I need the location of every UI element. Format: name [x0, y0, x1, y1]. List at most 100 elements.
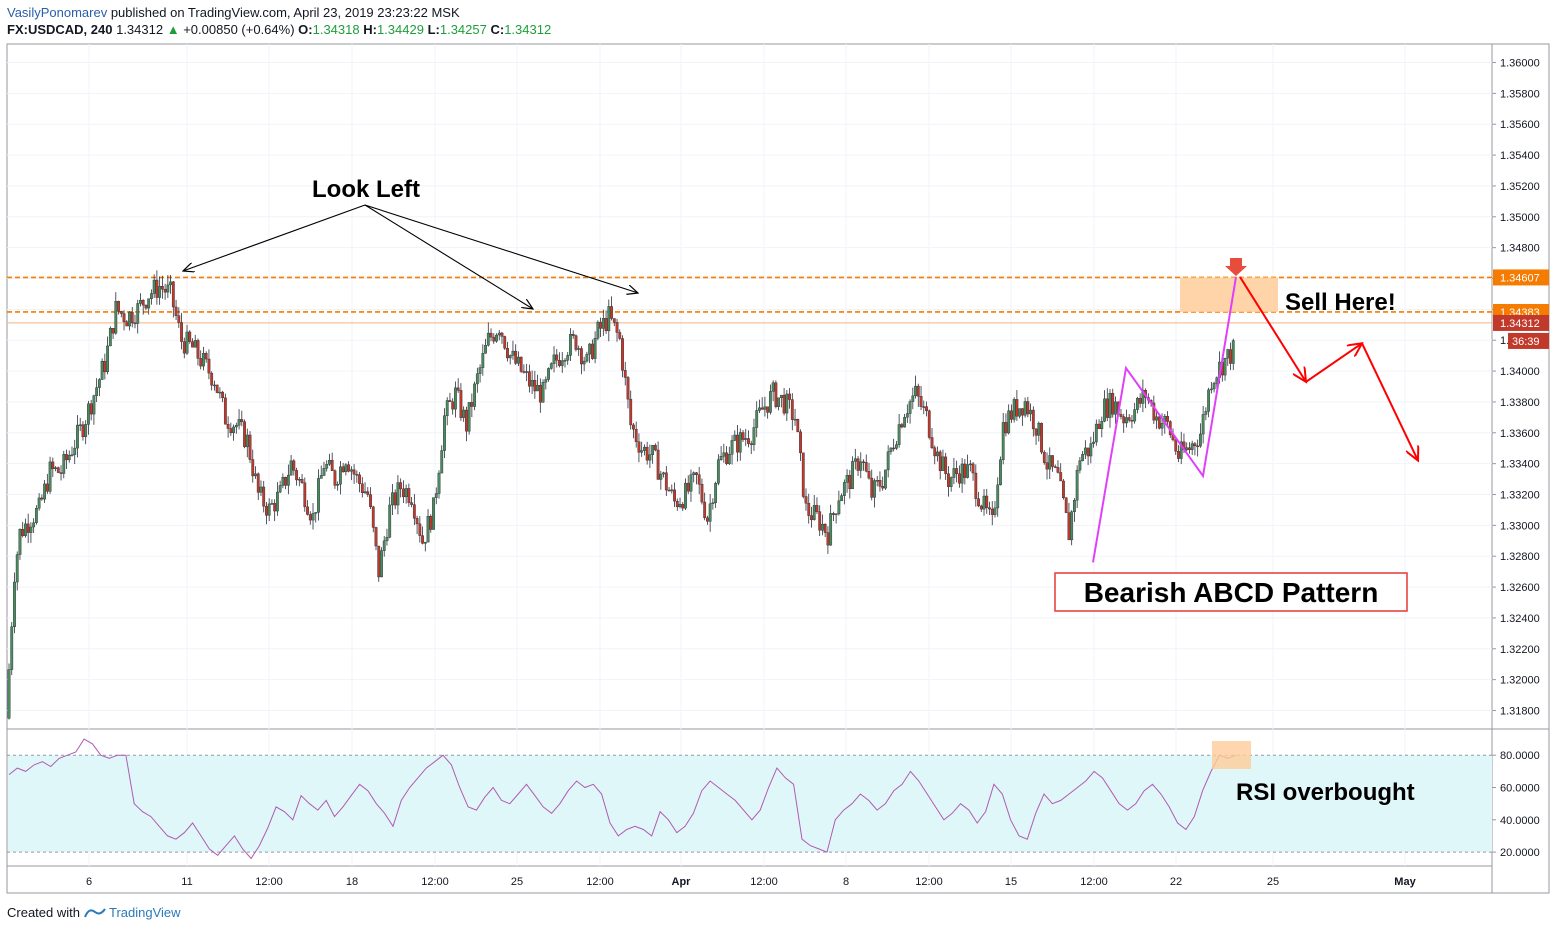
candle-body	[823, 523, 827, 533]
candle-body	[812, 505, 816, 520]
candle-body	[1196, 445, 1200, 448]
candle-body	[51, 461, 55, 470]
candle-body	[144, 304, 148, 309]
time-axis[interactable]: 6 11 12:00 18 12:00 25 12:00 Apr 12:00 8 12:00 15 12…	[86, 876, 1417, 888]
candle-body	[859, 461, 863, 471]
candle-body	[1067, 512, 1071, 541]
candle-body	[963, 463, 967, 478]
horizontal-levels	[7, 276, 1492, 324]
candle-body	[1152, 402, 1156, 421]
tradingview-brand[interactable]: TradingView	[109, 905, 181, 920]
candle-body	[799, 431, 802, 454]
y-tick-label: 1.36000	[1500, 58, 1540, 70]
candle-body	[1138, 398, 1142, 404]
candle-body	[210, 372, 214, 386]
candle-body	[108, 327, 112, 347]
candle-body	[100, 361, 104, 380]
candle-body	[122, 313, 126, 323]
candle-body	[977, 498, 980, 507]
candle-body	[675, 500, 679, 508]
candle-body	[845, 475, 849, 483]
candle-body	[1053, 466, 1057, 468]
price-axis[interactable]: 1.36000 1.35800 1.35600 1.35400 1.35200 1.350…	[1492, 58, 1549, 718]
candle-body	[538, 385, 542, 403]
candle-body	[415, 518, 419, 525]
candle-body	[1023, 401, 1027, 416]
candle-body	[1179, 441, 1183, 459]
candle-body	[349, 469, 353, 472]
candle-body	[412, 504, 416, 519]
candle-body	[968, 463, 972, 466]
candle-body	[338, 466, 342, 485]
candle-body	[180, 322, 183, 342]
published-text: published on TradingView.com, April 23, …	[110, 5, 460, 20]
candle-body	[276, 491, 279, 512]
candle-body	[232, 426, 235, 434]
candle-body	[582, 360, 586, 365]
candle-body	[54, 467, 57, 470]
candle-body	[1188, 447, 1191, 450]
rsi-overbought-label: RSI overbought	[1236, 779, 1415, 806]
candle-body	[202, 353, 205, 367]
candle-body	[484, 345, 487, 354]
x-tick-label: 25	[1267, 876, 1279, 888]
candle-body	[456, 387, 460, 391]
candle-body	[733, 434, 737, 441]
candle-body	[590, 343, 594, 359]
candle-body	[856, 458, 860, 471]
candle-body	[670, 489, 674, 492]
candle-body	[1127, 417, 1131, 421]
candle-body	[21, 528, 25, 536]
candle-body	[385, 537, 389, 542]
candle-body	[330, 460, 334, 471]
candle-body	[475, 373, 479, 385]
candle-body	[462, 409, 466, 418]
candle-body	[878, 480, 882, 487]
candle-body	[947, 473, 950, 487]
candle-body	[1212, 383, 1216, 390]
candle-body	[944, 456, 948, 474]
candle-body	[363, 491, 367, 494]
y-tick-label: 1.35000	[1500, 212, 1540, 224]
candle-body	[599, 321, 602, 329]
candle-body	[273, 503, 277, 512]
candle-body	[1204, 411, 1208, 415]
candle-body	[150, 293, 153, 299]
candle-body	[1103, 398, 1106, 422]
y-tick-label: 1.35800	[1500, 88, 1540, 100]
close-value: 1.34312	[504, 22, 552, 37]
projection-arrow	[1239, 276, 1306, 382]
candle-body	[267, 503, 271, 516]
abcd-pattern-line	[1092, 276, 1237, 563]
candle-body	[429, 516, 433, 530]
candle-body	[1015, 399, 1019, 417]
candle-body	[56, 467, 60, 473]
candle-body	[818, 511, 822, 531]
candle-body	[1190, 443, 1194, 450]
candle-body	[541, 382, 545, 403]
y-tick-label: 1.33200	[1500, 489, 1540, 501]
candle-body	[300, 479, 304, 484]
candle-body	[667, 489, 671, 492]
x-tick-label: 12:00	[915, 876, 943, 888]
candle-body	[204, 353, 208, 360]
y-tick-label: 1.35200	[1500, 181, 1540, 193]
rsi-tick-label: 60.0000	[1500, 783, 1540, 795]
author-link[interactable]: VasilyPonomarev	[7, 5, 108, 20]
candle-body	[779, 394, 783, 399]
candle-body	[719, 456, 723, 460]
candle-body	[434, 493, 438, 498]
candle-body	[1160, 422, 1164, 429]
candle-body	[933, 447, 937, 457]
candle-body	[1111, 393, 1115, 415]
candle-body	[426, 516, 430, 543]
candle-body	[821, 523, 824, 531]
candle-body	[706, 517, 709, 522]
candle-body	[341, 466, 345, 473]
candle-body	[24, 523, 27, 536]
candle-body	[1086, 447, 1090, 457]
candle-body	[437, 472, 441, 494]
candle-body	[1059, 472, 1063, 482]
y-tick-label: 1.33400	[1500, 459, 1540, 471]
